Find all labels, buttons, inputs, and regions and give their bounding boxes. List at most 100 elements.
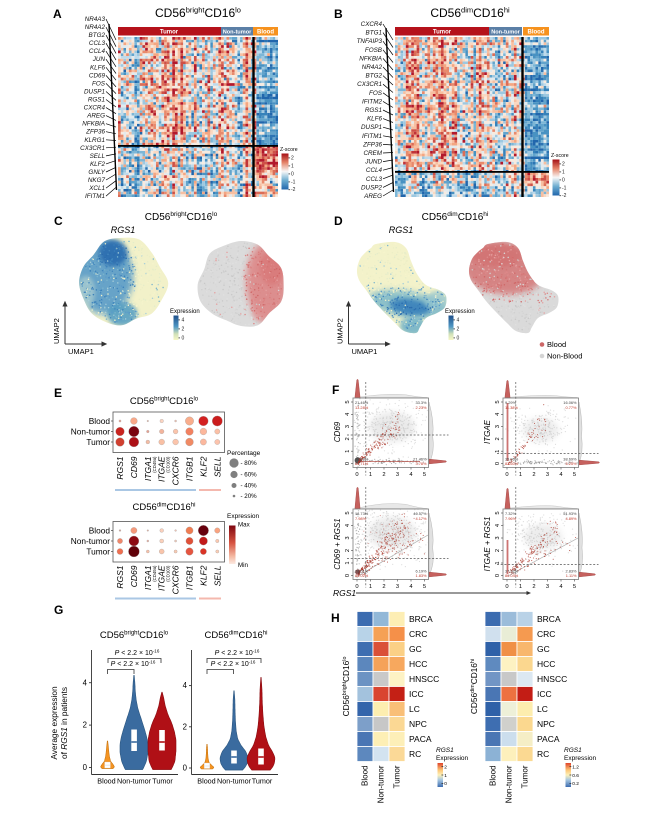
svg-text:BRCA: BRCA xyxy=(537,614,561,624)
svg-text:P < 2.2 × 10-16: P < 2.2 × 10-16 xyxy=(211,660,256,669)
svg-text:LC: LC xyxy=(409,704,420,714)
svg-text:KLRG1: KLRG1 xyxy=(84,137,105,144)
svg-text:2.83%: 2.83% xyxy=(565,569,577,574)
svg-text:Expression: Expression xyxy=(436,755,469,762)
svg-text:H: H xyxy=(331,611,340,625)
svg-text:(CD103): (CD103) xyxy=(166,456,171,473)
svg-text:Tumor: Tumor xyxy=(160,30,179,36)
svg-text:XCL1: XCL1 xyxy=(88,185,105,192)
svg-text:KLF2: KLF2 xyxy=(198,456,208,477)
svg-text:Max: Max xyxy=(238,522,251,529)
svg-text:Expression: Expression xyxy=(170,309,200,315)
svg-text:Min: Min xyxy=(238,562,249,569)
svg-text:CD69: CD69 xyxy=(333,421,342,442)
svg-text:Tumor: Tumor xyxy=(521,765,530,788)
svg-text:GC: GC xyxy=(537,644,550,654)
svg-text:CD56dimCD16hi: CD56dimCD16hi xyxy=(205,630,268,641)
svg-text:5: 5 xyxy=(345,400,351,403)
svg-text:-1: -1 xyxy=(291,179,296,185)
svg-text:5: 5 xyxy=(345,511,351,514)
svg-text:0: 0 xyxy=(83,763,88,772)
svg-text:3: 3 xyxy=(396,472,399,478)
svg-text:0.2: 0.2 xyxy=(572,781,579,787)
svg-text:ITGAE: ITGAE xyxy=(483,419,492,444)
svg-text:4.89%: 4.89% xyxy=(565,516,577,521)
svg-text:0: 0 xyxy=(183,764,188,773)
svg-text:NPC: NPC xyxy=(537,719,555,729)
svg-text:SELL: SELL xyxy=(90,153,106,160)
svg-text:1.83%: 1.83% xyxy=(415,573,427,578)
svg-text:2: 2 xyxy=(291,155,294,161)
svg-text:4.17%: 4.17% xyxy=(415,516,427,521)
svg-text:2: 2 xyxy=(495,437,501,440)
svg-text:1: 1 xyxy=(562,169,565,175)
svg-text:NR4A2: NR4A2 xyxy=(85,24,106,31)
svg-text:CD69 + RGS1: CD69 + RGS1 xyxy=(333,518,342,569)
svg-text:RGS1: RGS1 xyxy=(88,97,105,104)
svg-text:SELL: SELL xyxy=(212,456,222,477)
svg-text:86.04%: 86.04% xyxy=(505,573,519,578)
svg-text:NFKBIA: NFKBIA xyxy=(82,121,105,128)
svg-text:CXCR4: CXCR4 xyxy=(84,105,106,112)
svg-text:3: 3 xyxy=(396,584,399,590)
svg-text:RC: RC xyxy=(537,749,549,759)
svg-text:Non-tumor: Non-tumor xyxy=(117,777,152,786)
svg-text:(CD49a): (CD49a) xyxy=(152,565,157,582)
svg-text:F: F xyxy=(332,383,339,397)
svg-text:KLF6: KLF6 xyxy=(90,64,106,71)
svg-text:ICC: ICC xyxy=(537,689,552,699)
svg-text:1: 1 xyxy=(345,450,351,453)
svg-text:1: 1 xyxy=(519,472,522,478)
svg-text:3: 3 xyxy=(345,425,351,428)
svg-text:0: 0 xyxy=(182,335,185,341)
svg-text:CRC: CRC xyxy=(409,629,427,639)
svg-text:18.73%: 18.73% xyxy=(355,511,369,516)
svg-text:5: 5 xyxy=(573,472,576,478)
svg-text:9.29%: 9.29% xyxy=(505,400,517,405)
svg-text:CD56brightCD16lo: CD56brightCD16lo xyxy=(155,5,241,20)
svg-text:2: 2 xyxy=(382,472,385,478)
svg-text:AREG: AREG xyxy=(86,113,105,120)
svg-text:Non-tumor: Non-tumor xyxy=(491,30,520,36)
svg-text:UMAP2: UMAP2 xyxy=(336,318,345,344)
svg-text:NKG7: NKG7 xyxy=(88,177,106,184)
svg-text:Non-tumor: Non-tumor xyxy=(377,765,386,803)
svg-text:CD69: CD69 xyxy=(89,72,106,79)
svg-text:CCL4: CCL4 xyxy=(366,167,383,174)
svg-text:2: 2 xyxy=(345,549,351,552)
svg-text:4: 4 xyxy=(457,317,460,323)
svg-text:0.6: 0.6 xyxy=(572,773,579,779)
svg-text:ZFP36: ZFP36 xyxy=(362,141,382,148)
svg-text:7.32%: 7.32% xyxy=(505,511,517,516)
svg-text:4: 4 xyxy=(495,523,501,527)
svg-text:0: 0 xyxy=(444,781,447,787)
svg-text:4: 4 xyxy=(183,681,188,690)
svg-text:Percentage: Percentage xyxy=(227,450,261,457)
svg-text:CD56brightCD16lo: CD56brightCD16lo xyxy=(341,657,351,717)
svg-text:Tumor: Tumor xyxy=(152,777,173,786)
svg-text:3: 3 xyxy=(546,472,549,478)
svg-text:2: 2 xyxy=(444,764,447,770)
svg-text:P < 2.2 × 10-16: P < 2.2 × 10-16 xyxy=(115,649,160,658)
svg-text:3: 3 xyxy=(495,536,501,539)
svg-text:DUSP1: DUSP1 xyxy=(361,124,382,131)
svg-text:Expression: Expression xyxy=(445,309,475,315)
svg-text:82.60%: 82.60% xyxy=(505,461,519,466)
svg-text:Average expression: Average expression xyxy=(49,686,59,760)
svg-text:60.71%: 60.71% xyxy=(355,461,369,466)
svg-text:NR4A2: NR4A2 xyxy=(362,64,383,71)
svg-text:4: 4 xyxy=(559,584,563,590)
svg-text:Tumor: Tumor xyxy=(86,437,110,447)
svg-text:KLF6: KLF6 xyxy=(367,116,383,123)
svg-text:ITGA1: ITGA1 xyxy=(143,456,153,481)
svg-text:CXCR4: CXCR4 xyxy=(361,21,383,28)
svg-text:4: 4 xyxy=(409,584,413,590)
svg-text:0: 0 xyxy=(291,171,294,177)
svg-text:DUSP1: DUSP1 xyxy=(84,89,105,96)
svg-text:5: 5 xyxy=(573,584,576,590)
svg-text:CXCR6: CXCR6 xyxy=(171,456,181,485)
svg-text:CREM: CREM xyxy=(363,150,382,157)
svg-text:KLF2: KLF2 xyxy=(198,565,208,586)
svg-text:0: 0 xyxy=(345,574,351,577)
svg-text:2: 2 xyxy=(382,584,385,590)
